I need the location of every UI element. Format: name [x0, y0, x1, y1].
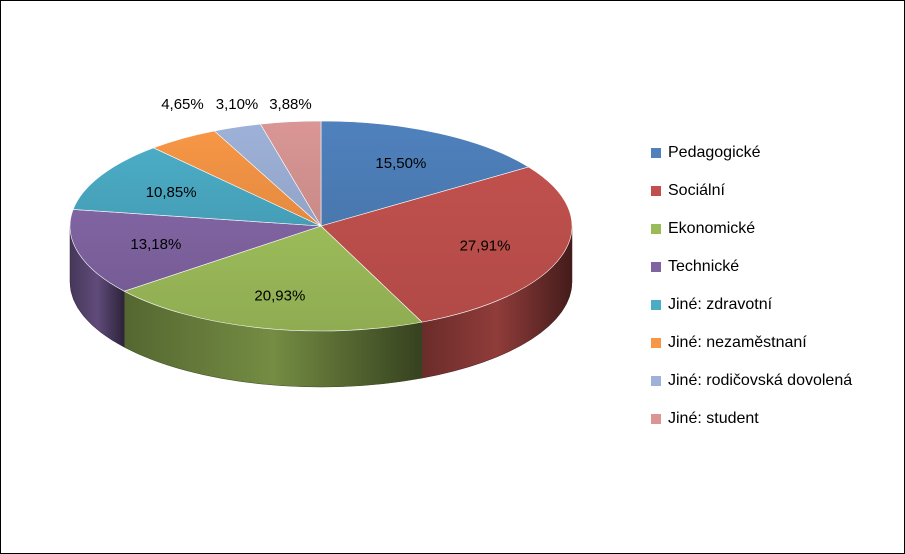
legend-swatch	[651, 186, 661, 196]
legend-item-nezamestnani: Jiné: nezaměstnaní	[651, 324, 901, 362]
legend-item-socialni: Sociální	[651, 172, 901, 210]
legend-swatch	[651, 414, 661, 424]
pie-slice-2	[123, 225, 423, 332]
legend-swatch	[651, 300, 661, 310]
pie-slice-1	[320, 166, 573, 323]
legend-swatch	[651, 338, 661, 348]
slice-label-4: 10,85%	[146, 184, 197, 201]
legend-item-ekonomicke: Ekonomické	[651, 210, 901, 248]
slice-label-3: 13,18%	[130, 236, 181, 253]
legend-label: Jiné: zdravotní	[668, 296, 773, 313]
chart-legend: Pedagogické Sociální Ekonomické Technick…	[651, 134, 901, 438]
slice-label-2: 20,93%	[254, 287, 305, 304]
legend-label: Pedagogické	[668, 144, 761, 161]
legend-item-pedagogicke: Pedagogické	[651, 134, 901, 172]
legend-item-technicke: Technické	[651, 248, 901, 286]
slice-label-6: 3,10%	[216, 96, 259, 113]
legend-swatch	[651, 148, 661, 158]
legend-label: Sociální	[668, 182, 725, 199]
legend-swatch	[651, 262, 661, 272]
pie-slice-4	[72, 147, 322, 227]
slice-label-0: 15,50%	[375, 155, 426, 172]
legend-label: Jiné: student	[668, 410, 759, 427]
legend-swatch	[651, 224, 661, 234]
pie-slice-0	[320, 120, 530, 227]
legend-item-student: Jiné: student	[651, 400, 901, 438]
legend-swatch	[651, 376, 661, 386]
legend-label: Technické	[668, 258, 740, 275]
pie-slice-7	[259, 120, 322, 228]
legend-label: Ekonomické	[668, 220, 756, 237]
legend-item-rodicovska: Jiné: rodičovská dovolená	[651, 362, 901, 400]
slice-label-5: 4,65%	[161, 96, 204, 113]
slice-label-7: 3,88%	[269, 96, 312, 113]
pie-slice-3	[69, 209, 322, 292]
legend-item-zdravotni: Jiné: zdravotní	[651, 286, 901, 324]
slice-label-1: 27,91%	[460, 238, 511, 255]
legend-label: Jiné: rodičovská dovolená	[668, 372, 853, 389]
legend-label: Jiné: nezaměstnaní	[668, 334, 807, 351]
